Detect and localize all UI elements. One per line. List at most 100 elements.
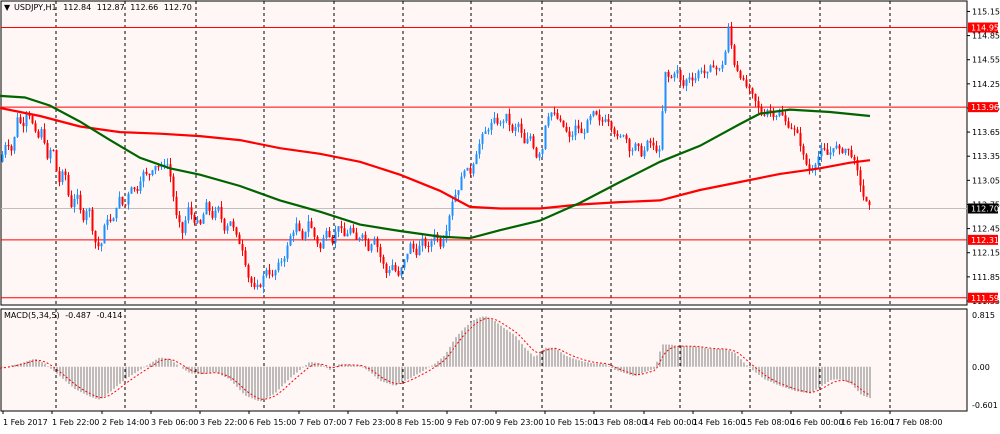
candle-body <box>478 143 481 155</box>
level-tag-label: 111.59 <box>971 294 999 303</box>
candle-body <box>427 245 430 247</box>
macd-layer <box>0 316 871 402</box>
candle-body <box>817 156 820 165</box>
candle-body <box>520 123 523 133</box>
level-tag-label: 112.31 <box>971 236 999 245</box>
candle-body <box>292 232 295 237</box>
candle-body <box>736 65 739 71</box>
candle-body <box>439 238 442 247</box>
candle-body <box>223 218 226 231</box>
candle-body <box>523 132 526 144</box>
candle-body <box>238 234 241 245</box>
candle-body <box>151 170 154 175</box>
candle-body <box>502 121 505 123</box>
candle-body <box>376 238 379 248</box>
candle-body <box>94 230 97 243</box>
candle-body <box>493 117 496 123</box>
candle-body <box>352 227 355 233</box>
candle-body <box>679 70 682 81</box>
candle-body <box>721 64 724 69</box>
candle-body <box>274 270 277 276</box>
candle-body <box>184 220 187 233</box>
candle-body <box>535 147 538 158</box>
candle-body <box>181 222 184 233</box>
candle-body <box>793 128 796 130</box>
candle-body <box>541 148 544 154</box>
candle-body <box>517 123 520 128</box>
candle-body <box>205 202 208 215</box>
svg-text:MACD(5,34,5) -0.487: MACD(5,34,5) -0.487 -0.414 <box>4 311 122 320</box>
candle-body <box>760 107 763 115</box>
candle-body <box>430 241 433 247</box>
current-price-label: 112.70 <box>971 204 999 213</box>
candle-body <box>361 234 364 238</box>
candle-body <box>511 124 514 131</box>
candle-body <box>655 145 658 152</box>
candle-body <box>391 264 394 270</box>
candle-body <box>34 123 37 132</box>
candle-body <box>343 228 346 237</box>
candle-body <box>148 173 151 175</box>
candle-body <box>97 242 100 247</box>
candle-body <box>442 238 445 247</box>
candle-body <box>328 231 331 238</box>
candle-body <box>562 120 565 127</box>
candle-body <box>730 26 733 46</box>
x-tick-label: 14 Feb 00:00 <box>644 418 696 427</box>
candle-body <box>61 171 64 183</box>
candle-body <box>364 234 367 241</box>
candle-body <box>784 115 787 122</box>
candle-body <box>640 145 643 157</box>
candle-body <box>868 201 871 206</box>
candle-body <box>481 133 484 144</box>
candle-body <box>622 135 625 137</box>
candle-body <box>178 215 181 223</box>
candles-layer <box>1 21 871 294</box>
candle-body <box>685 79 688 86</box>
candle-body <box>586 120 589 133</box>
grid-layer <box>55 1 891 411</box>
candle-body <box>334 231 337 243</box>
candle-body <box>484 131 487 134</box>
candle-body <box>385 263 388 274</box>
candle-body <box>262 275 265 287</box>
candle-body <box>634 143 637 151</box>
candle-body <box>619 136 622 138</box>
candle-body <box>463 170 466 177</box>
candle-body <box>91 209 94 231</box>
candle-body <box>226 225 229 231</box>
candle-body <box>628 139 631 152</box>
candle-body <box>250 277 253 283</box>
candle-body <box>652 142 655 146</box>
candle-body <box>358 237 361 240</box>
candle-body <box>88 209 91 212</box>
candle-body <box>811 170 814 172</box>
candle-body <box>229 221 232 226</box>
candle-body <box>445 230 448 239</box>
candle-body <box>595 111 598 115</box>
candle-body <box>199 220 202 224</box>
y-tick-label: 115.15 <box>972 7 1000 16</box>
candle-body <box>598 114 601 121</box>
candle-body <box>529 136 532 139</box>
candle-body <box>130 187 133 194</box>
level-tag-label: 114.95 <box>971 24 999 33</box>
candle-body <box>388 269 391 274</box>
candle-body <box>565 126 568 132</box>
candle-body <box>115 207 118 219</box>
candle-body <box>823 148 826 150</box>
candle-body <box>403 259 406 268</box>
macd-value-signal: -0.414 <box>97 311 123 320</box>
candle-body <box>577 125 580 129</box>
x-tick-label: 16 Feb 16:00 <box>841 418 893 427</box>
ma-green-line <box>0 94 871 240</box>
candle-body <box>169 164 172 177</box>
candle-body <box>241 244 244 251</box>
candle-body <box>583 132 586 134</box>
candle-body <box>16 117 19 137</box>
candle-body <box>538 153 541 158</box>
x-tick-label: 13 Feb 08:00 <box>594 418 646 427</box>
candle-body <box>79 194 82 210</box>
candle-body <box>307 221 310 232</box>
candle-body <box>625 135 628 140</box>
